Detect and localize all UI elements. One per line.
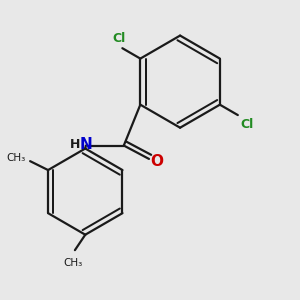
Text: N: N bbox=[80, 136, 92, 152]
Text: CH₃: CH₃ bbox=[64, 258, 83, 268]
Text: Cl: Cl bbox=[113, 32, 126, 45]
Text: H: H bbox=[70, 138, 80, 151]
Text: Cl: Cl bbox=[241, 118, 254, 131]
Text: CH₃: CH₃ bbox=[6, 153, 26, 163]
Text: O: O bbox=[150, 154, 163, 169]
